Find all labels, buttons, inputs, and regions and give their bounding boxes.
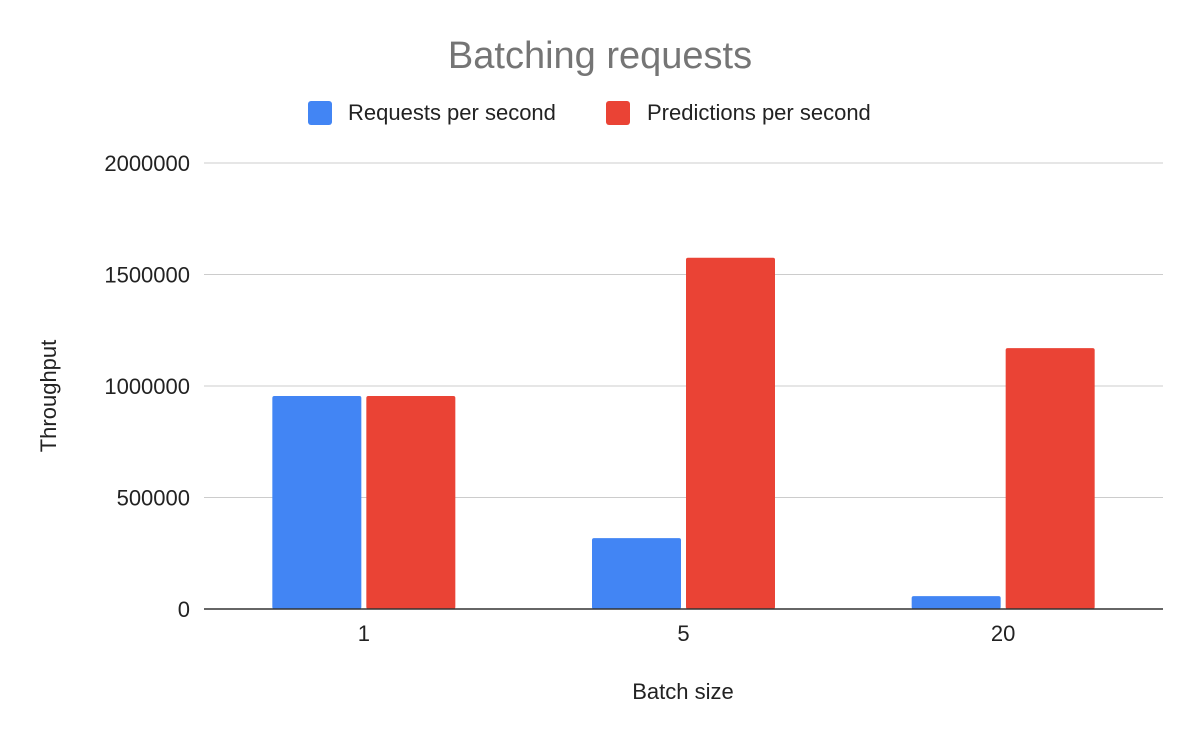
bar-requests-batch-20[interactable]	[911, 596, 1001, 609]
bar-predictions-batch-20[interactable]	[1005, 348, 1095, 609]
legend: Requests per second Predictions per seco…	[308, 100, 871, 125]
bar-predictions-batch-5[interactable]	[686, 257, 775, 609]
legend-label-predictions: Predictions per second	[647, 100, 871, 125]
x-axis-label: Batch size	[632, 679, 734, 704]
y-tick-label: 0	[178, 597, 190, 622]
bar-requests-batch-1[interactable]	[272, 396, 362, 609]
legend-item-predictions[interactable]: Predictions per second	[606, 100, 871, 125]
legend-label-requests: Requests per second	[348, 100, 556, 125]
gridlines	[204, 162, 1163, 498]
legend-swatch-requests	[308, 101, 332, 125]
chart-title: Batching requests	[448, 35, 752, 77]
legend-item-requests[interactable]: Requests per second	[308, 100, 556, 125]
bar-predictions-batch-1[interactable]	[366, 396, 456, 609]
x-tick-label: 1	[358, 621, 370, 646]
y-tick-label: 500000	[117, 486, 190, 511]
y-axis-label: Throughput	[36, 340, 61, 453]
x-tick-label: 5	[677, 621, 689, 646]
y-tick-labels: 0 500000 1000000 1500000 2000000	[104, 151, 190, 622]
y-tick-label: 2000000	[104, 151, 190, 176]
legend-swatch-predictions	[606, 101, 630, 125]
x-tick-label: 20	[991, 621, 1015, 646]
bar-requests-batch-5[interactable]	[592, 538, 681, 609]
y-tick-label: 1000000	[104, 374, 190, 399]
bars	[272, 257, 1095, 609]
x-tick-labels: 1 5 20	[358, 621, 1016, 646]
y-tick-label: 1500000	[104, 263, 190, 288]
